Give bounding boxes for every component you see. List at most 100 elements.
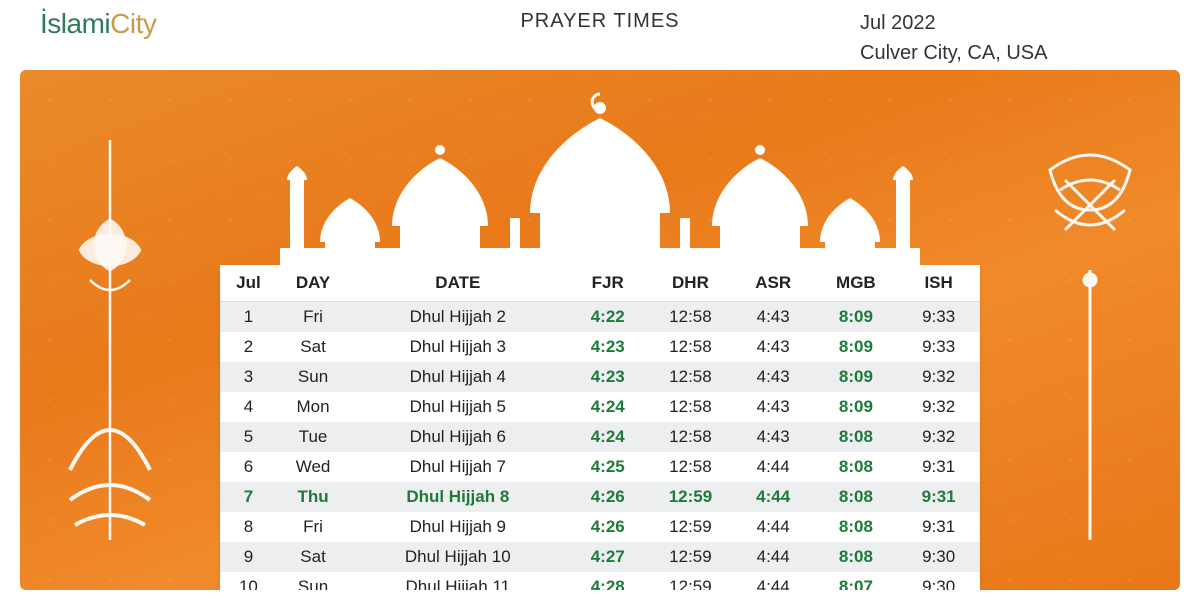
cell-asr: 4:43 <box>732 392 815 422</box>
cell-num: 7 <box>220 482 277 512</box>
cell-num: 10 <box>220 572 277 590</box>
cell-fjr: 4:28 <box>566 572 649 590</box>
cell-ish: 9:31 <box>897 482 980 512</box>
cell-asr: 4:43 <box>732 362 815 392</box>
cell-day: Sat <box>277 332 349 362</box>
cell-mgb: 8:08 <box>815 482 898 512</box>
cell-ish: 9:33 <box>897 332 980 362</box>
cell-fjr: 4:25 <box>566 452 649 482</box>
prayer-times-card: Jul DAY DATE FJR DHR ASR MGB ISH 1FriDhu… <box>220 265 980 590</box>
cell-date: Dhul Hijjah 4 <box>349 362 566 392</box>
cell-day: Mon <box>277 392 349 422</box>
cell-date: Dhul Hijjah 2 <box>349 302 566 333</box>
cell-ish: 9:32 <box>897 392 980 422</box>
cell-asr: 4:43 <box>732 302 815 333</box>
cell-ish: 9:30 <box>897 572 980 590</box>
table-row: 4MonDhul Hijjah 54:2412:584:438:099:32 <box>220 392 980 422</box>
cell-mgb: 8:09 <box>815 302 898 333</box>
cell-mgb: 8:08 <box>815 452 898 482</box>
cell-fjr: 4:22 <box>566 302 649 333</box>
ornament-left-icon <box>50 130 170 550</box>
col-day: DAY <box>277 265 349 302</box>
cell-day: Wed <box>277 452 349 482</box>
ornament-right-icon <box>1030 130 1150 550</box>
brand-suffix: City <box>110 8 156 39</box>
cell-day: Fri <box>277 302 349 333</box>
cell-date: Dhul Hijjah 7 <box>349 452 566 482</box>
cell-dhr: 12:58 <box>649 362 732 392</box>
cell-ish: 9:33 <box>897 302 980 333</box>
cell-dhr: 12:58 <box>649 332 732 362</box>
table-row: 6WedDhul Hijjah 74:2512:584:448:089:31 <box>220 452 980 482</box>
cell-asr: 4:44 <box>732 572 815 590</box>
banner: Jul DAY DATE FJR DHR ASR MGB ISH 1FriDhu… <box>20 70 1180 590</box>
cell-dhr: 12:58 <box>649 422 732 452</box>
cell-day: Tue <box>277 422 349 452</box>
cell-date: Dhul Hijjah 9 <box>349 512 566 542</box>
table-row: 8FriDhul Hijjah 94:2612:594:448:089:31 <box>220 512 980 542</box>
cell-ish: 9:32 <box>897 422 980 452</box>
cell-day: Sun <box>277 362 349 392</box>
cell-day: Sat <box>277 542 349 572</box>
cell-asr: 4:44 <box>732 482 815 512</box>
cell-dhr: 12:59 <box>649 572 732 590</box>
cell-mgb: 8:09 <box>815 362 898 392</box>
cell-ish: 9:30 <box>897 542 980 572</box>
cell-dhr: 12:58 <box>649 392 732 422</box>
cell-dhr: 12:58 <box>649 452 732 482</box>
cell-num: 1 <box>220 302 277 333</box>
cell-asr: 4:43 <box>732 332 815 362</box>
cell-mgb: 8:08 <box>815 542 898 572</box>
cell-date: Dhul Hijjah 8 <box>349 482 566 512</box>
table-header-row: Jul DAY DATE FJR DHR ASR MGB ISH <box>220 265 980 302</box>
col-fjr: FJR <box>566 265 649 302</box>
cell-mgb: 8:09 <box>815 332 898 362</box>
cell-num: 5 <box>220 422 277 452</box>
cell-asr: 4:43 <box>732 422 815 452</box>
table-row: 5TueDhul Hijjah 64:2412:584:438:089:32 <box>220 422 980 452</box>
cell-day: Fri <box>277 512 349 542</box>
cell-fjr: 4:26 <box>566 482 649 512</box>
cell-fjr: 4:23 <box>566 362 649 392</box>
cell-date: Dhul Hijjah 3 <box>349 332 566 362</box>
cell-fjr: 4:26 <box>566 512 649 542</box>
col-dhr: DHR <box>649 265 732 302</box>
table-row: 10SunDhul Hijjah 114:2812:594:448:079:30 <box>220 572 980 590</box>
cell-asr: 4:44 <box>732 452 815 482</box>
cell-day: Thu <box>277 482 349 512</box>
cell-date: Dhul Hijjah 6 <box>349 422 566 452</box>
cell-date: Dhul Hijjah 10 <box>349 542 566 572</box>
cell-ish: 9:31 <box>897 512 980 542</box>
cell-mgb: 8:08 <box>815 422 898 452</box>
table-row: 2SatDhul Hijjah 34:2312:584:438:099:33 <box>220 332 980 362</box>
cell-fjr: 4:23 <box>566 332 649 362</box>
cell-mgb: 8:09 <box>815 392 898 422</box>
col-asr: ASR <box>732 265 815 302</box>
cell-date: Dhul Hijjah 5 <box>349 392 566 422</box>
cell-asr: 4:44 <box>732 542 815 572</box>
cell-num: 2 <box>220 332 277 362</box>
cell-num: 9 <box>220 542 277 572</box>
location: Culver City, CA, USA <box>860 38 1160 68</box>
cell-num: 6 <box>220 452 277 482</box>
table-row: 1FriDhul Hijjah 24:2212:584:438:099:33 <box>220 302 980 333</box>
cell-dhr: 12:59 <box>649 542 732 572</box>
table-row: 3SunDhul Hijjah 44:2312:584:438:099:32 <box>220 362 980 392</box>
cell-mgb: 8:08 <box>815 512 898 542</box>
page-title: PRAYER TIMES <box>340 8 860 33</box>
cell-dhr: 12:59 <box>649 512 732 542</box>
brand-logo: İslamiCity <box>40 8 340 40</box>
cell-mgb: 8:07 <box>815 572 898 590</box>
table-row: 7ThuDhul Hijjah 84:2612:594:448:089:31 <box>220 482 980 512</box>
col-month: Jul <box>220 265 277 302</box>
cell-num: 8 <box>220 512 277 542</box>
col-date: DATE <box>349 265 566 302</box>
col-ish: ISH <box>897 265 980 302</box>
cell-dhr: 12:58 <box>649 302 732 333</box>
cell-date: Dhul Hijjah 11 <box>349 572 566 590</box>
cell-asr: 4:44 <box>732 512 815 542</box>
brand-prefix: İslami <box>40 8 110 39</box>
prayer-times-table: Jul DAY DATE FJR DHR ASR MGB ISH 1FriDhu… <box>220 265 980 590</box>
cell-fjr: 4:24 <box>566 422 649 452</box>
cell-day: Sun <box>277 572 349 590</box>
